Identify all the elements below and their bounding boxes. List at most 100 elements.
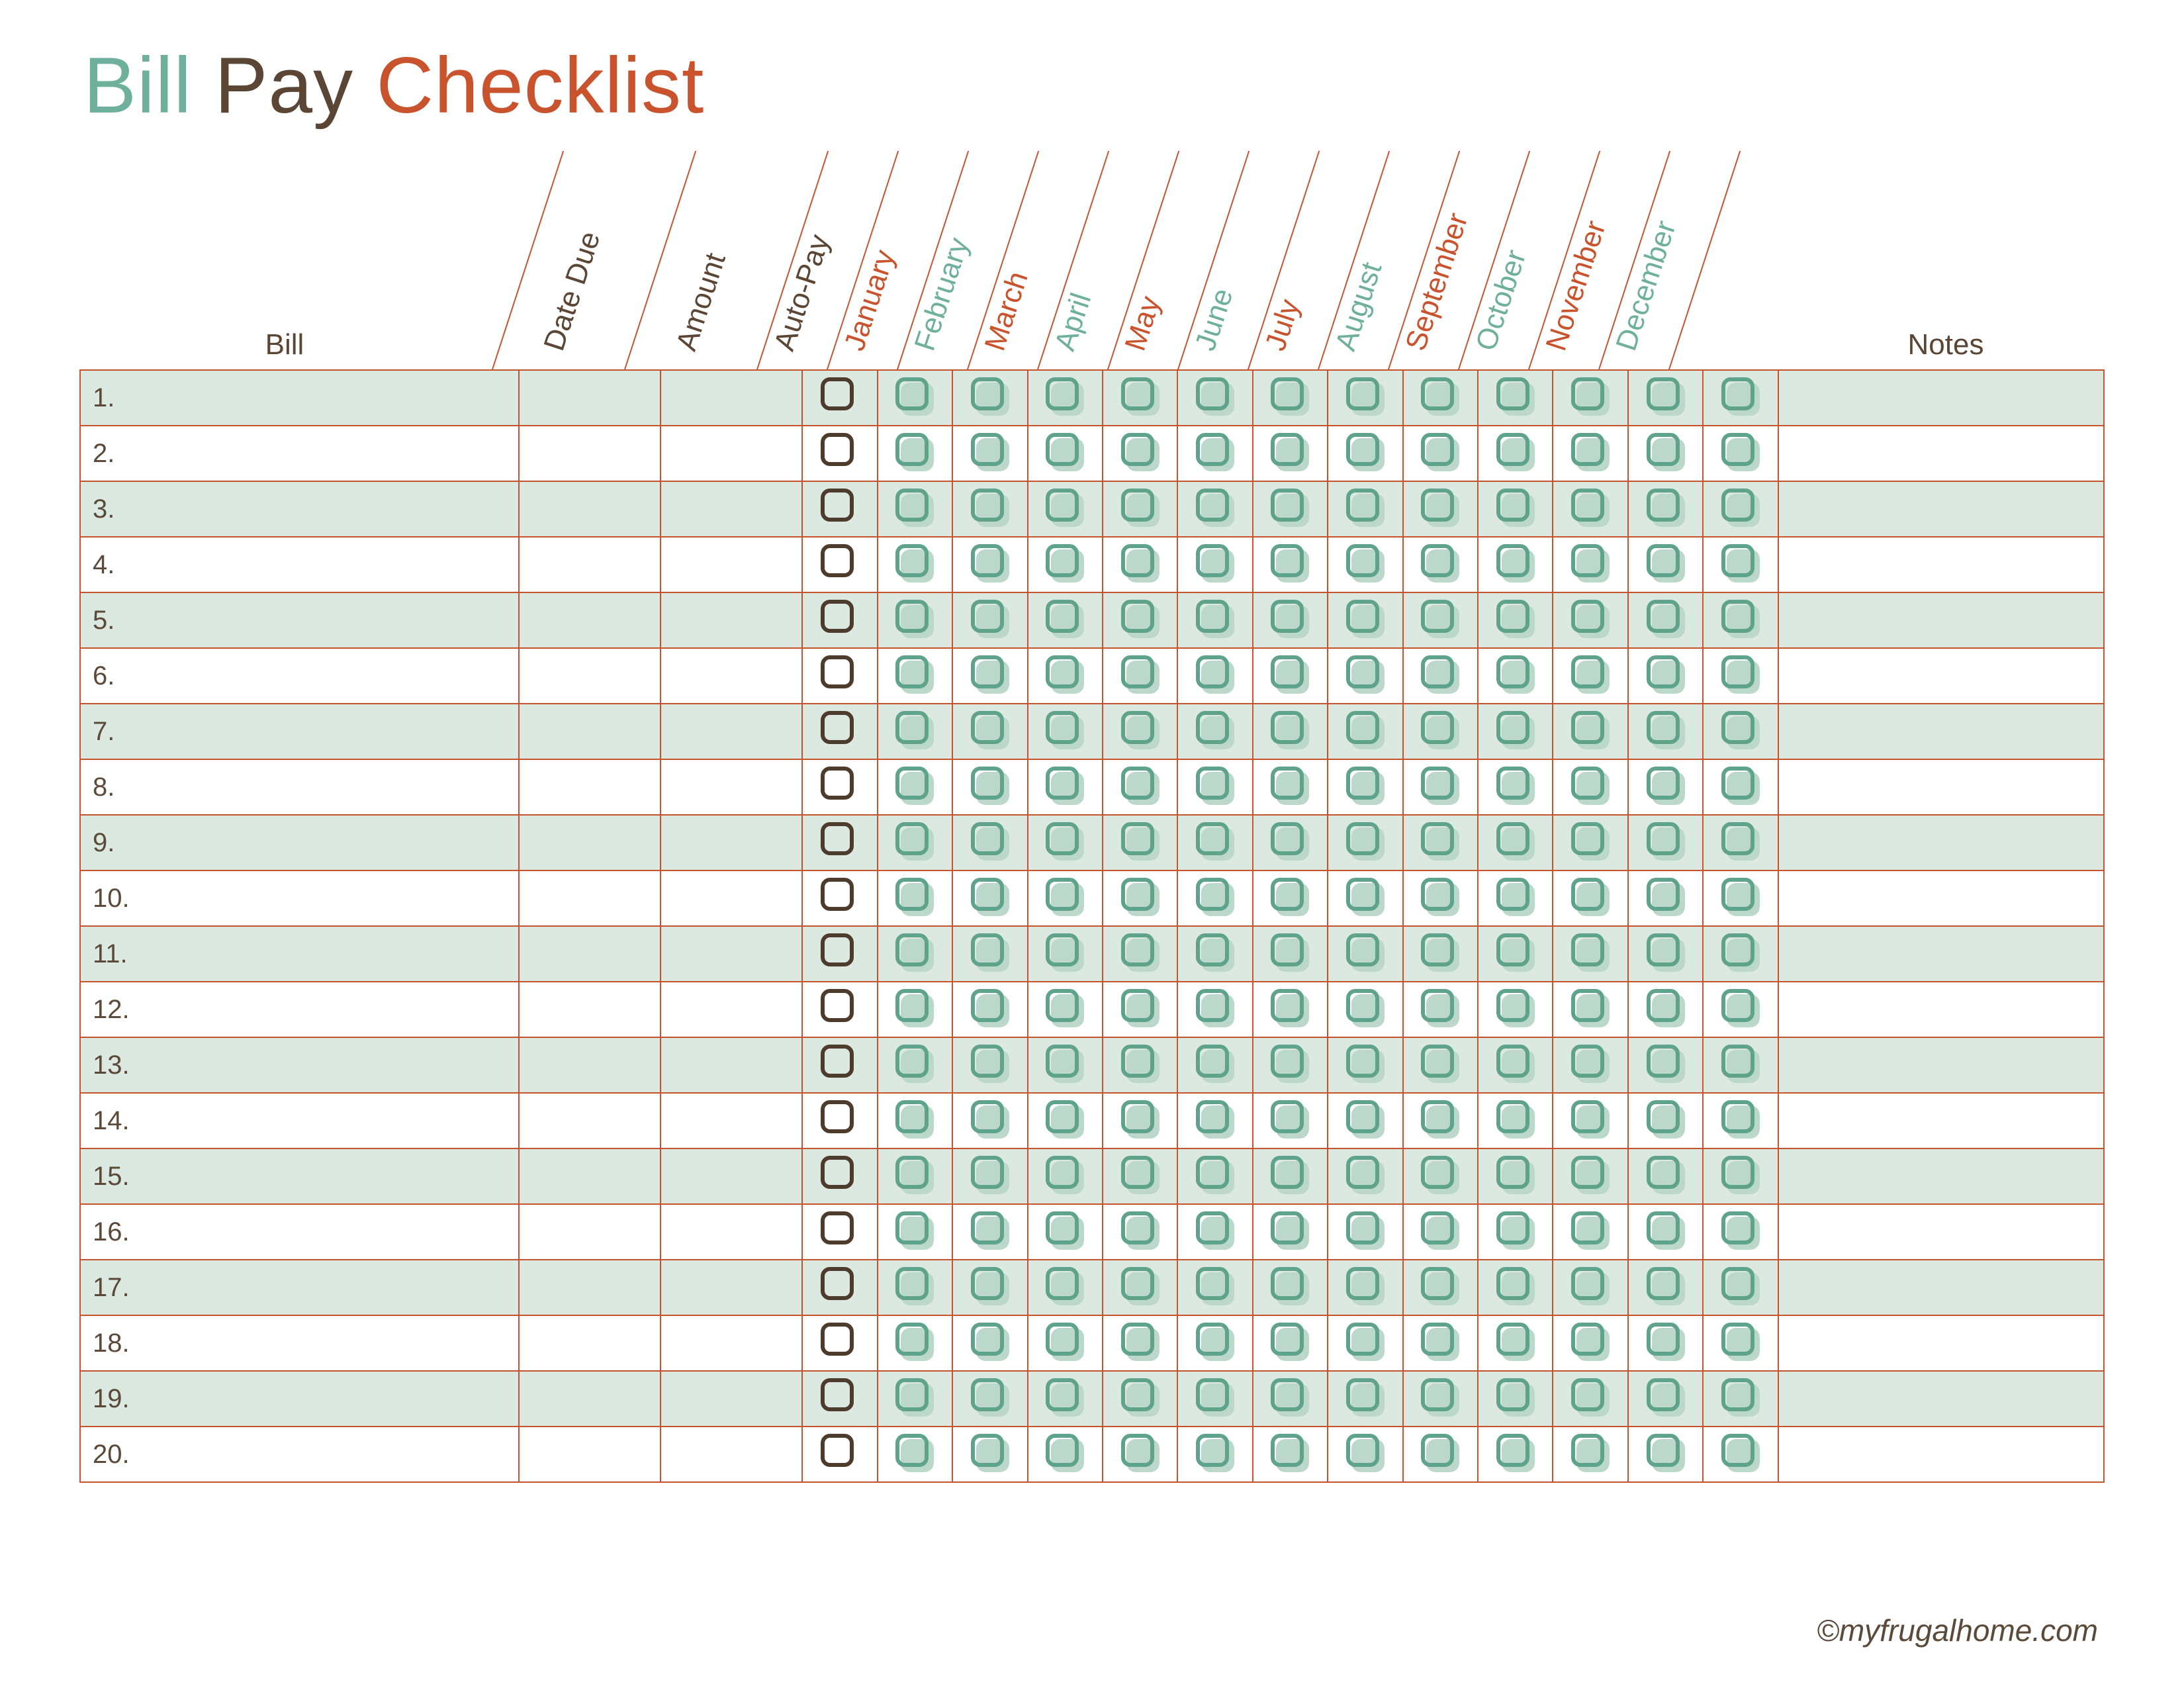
checkbox-icon[interactable] (1346, 600, 1385, 638)
month-checkbox-cell[interactable] (1403, 1204, 1478, 1260)
checkbox-icon[interactable] (895, 1267, 934, 1305)
checkbox-icon[interactable] (1346, 1434, 1385, 1472)
month-checkbox-cell[interactable] (1253, 704, 1328, 759)
month-checkbox-cell[interactable] (1703, 1315, 1778, 1371)
month-checkbox-cell[interactable] (878, 1315, 952, 1371)
checkbox-icon[interactable] (1046, 767, 1084, 805)
month-checkbox-cell[interactable] (1253, 537, 1328, 592)
month-checkbox-cell[interactable] (1553, 592, 1627, 648)
month-checkbox-cell[interactable] (1628, 1371, 1703, 1427)
month-checkbox-cell[interactable] (1028, 370, 1103, 426)
month-checkbox-cell[interactable] (952, 481, 1027, 537)
month-checkbox-cell[interactable] (1253, 1204, 1328, 1260)
checkbox-icon[interactable] (971, 1267, 1009, 1305)
month-checkbox-cell[interactable] (1628, 1093, 1703, 1149)
checkbox-icon[interactable] (971, 767, 1009, 805)
checkbox-icon[interactable] (1647, 822, 1685, 861)
amount-cell[interactable] (660, 1371, 802, 1427)
month-checkbox-cell[interactable] (1328, 370, 1402, 426)
checkbox-icon[interactable] (1647, 1434, 1685, 1472)
checkbox-icon[interactable] (971, 377, 1009, 416)
checkbox-icon[interactable] (1721, 544, 1760, 583)
checkbox-icon[interactable] (1571, 822, 1610, 861)
checkbox-icon[interactable] (1721, 489, 1760, 527)
checkbox-icon[interactable] (821, 544, 859, 583)
checkbox-icon[interactable] (1571, 544, 1610, 583)
month-checkbox-cell[interactable] (1253, 1315, 1328, 1371)
checkbox-icon[interactable] (1721, 711, 1760, 749)
notes-cell[interactable] (1778, 870, 2104, 926)
autopay-checkbox-cell[interactable] (802, 1037, 877, 1093)
month-checkbox-cell[interactable] (1177, 815, 1252, 870)
month-checkbox-cell[interactable] (1553, 870, 1627, 926)
month-checkbox-cell[interactable] (1478, 592, 1553, 648)
bill-cell[interactable]: 11. (80, 926, 519, 982)
notes-cell[interactable] (1778, 426, 2104, 481)
checkbox-icon[interactable] (895, 489, 934, 527)
checkbox-icon[interactable] (1046, 489, 1084, 527)
month-checkbox-cell[interactable] (1028, 1371, 1103, 1427)
month-checkbox-cell[interactable] (952, 1149, 1027, 1204)
checkbox-icon[interactable] (971, 822, 1009, 861)
checkbox-icon[interactable] (1571, 1156, 1610, 1194)
month-checkbox-cell[interactable] (1253, 926, 1328, 982)
checkbox-icon[interactable] (1721, 1323, 1760, 1361)
checkbox-icon[interactable] (1046, 1378, 1084, 1417)
checkbox-icon[interactable] (1271, 433, 1309, 471)
checkbox-icon[interactable] (1421, 433, 1459, 471)
checkbox-icon[interactable] (1121, 1156, 1160, 1194)
notes-cell[interactable] (1778, 1093, 2104, 1149)
autopay-checkbox-cell[interactable] (802, 982, 877, 1037)
date-due-cell[interactable] (519, 1315, 660, 1371)
checkbox-icon[interactable] (1121, 1211, 1160, 1250)
checkbox-icon[interactable] (895, 433, 934, 471)
checkbox-icon[interactable] (1271, 989, 1309, 1027)
checkbox-icon[interactable] (821, 1045, 859, 1083)
bill-cell[interactable]: 8. (80, 759, 519, 815)
month-checkbox-cell[interactable] (1478, 1427, 1553, 1482)
checkbox-icon[interactable] (895, 989, 934, 1027)
month-checkbox-cell[interactable] (1403, 1149, 1478, 1204)
amount-cell[interactable] (660, 1427, 802, 1482)
month-checkbox-cell[interactable] (1553, 1204, 1627, 1260)
month-checkbox-cell[interactable] (1628, 481, 1703, 537)
month-checkbox-cell[interactable] (1553, 481, 1627, 537)
month-checkbox-cell[interactable] (1478, 1260, 1553, 1315)
checkbox-icon[interactable] (1647, 1378, 1685, 1417)
checkbox-icon[interactable] (1721, 1434, 1760, 1472)
month-checkbox-cell[interactable] (1328, 870, 1402, 926)
month-checkbox-cell[interactable] (952, 759, 1027, 815)
month-checkbox-cell[interactable] (1553, 982, 1627, 1037)
checkbox-icon[interactable] (1721, 1156, 1760, 1194)
month-checkbox-cell[interactable] (878, 1260, 952, 1315)
checkbox-icon[interactable] (1647, 600, 1685, 638)
month-checkbox-cell[interactable] (1553, 815, 1627, 870)
checkbox-icon[interactable] (1647, 878, 1685, 916)
autopay-checkbox-cell[interactable] (802, 926, 877, 982)
bill-cell[interactable]: 9. (80, 815, 519, 870)
checkbox-icon[interactable] (1196, 989, 1234, 1027)
checkbox-icon[interactable] (821, 878, 859, 916)
amount-cell[interactable] (660, 1037, 802, 1093)
month-checkbox-cell[interactable] (1028, 982, 1103, 1037)
month-checkbox-cell[interactable] (1478, 759, 1553, 815)
month-checkbox-cell[interactable] (1103, 1037, 1177, 1093)
month-checkbox-cell[interactable] (1703, 1427, 1778, 1482)
month-checkbox-cell[interactable] (1177, 481, 1252, 537)
checkbox-icon[interactable] (1346, 933, 1385, 972)
checkbox-icon[interactable] (1721, 433, 1760, 471)
checkbox-icon[interactable] (1196, 489, 1234, 527)
checkbox-icon[interactable] (1346, 1045, 1385, 1083)
bill-cell[interactable]: 20. (80, 1427, 519, 1482)
checkbox-icon[interactable] (1196, 544, 1234, 583)
notes-cell[interactable] (1778, 537, 2104, 592)
checkbox-icon[interactable] (1121, 933, 1160, 972)
month-checkbox-cell[interactable] (952, 1093, 1027, 1149)
checkbox-icon[interactable] (1346, 1267, 1385, 1305)
month-checkbox-cell[interactable] (1253, 1037, 1328, 1093)
month-checkbox-cell[interactable] (1103, 1260, 1177, 1315)
checkbox-icon[interactable] (1496, 377, 1535, 416)
month-checkbox-cell[interactable] (1328, 537, 1402, 592)
month-checkbox-cell[interactable] (1103, 1371, 1177, 1427)
month-checkbox-cell[interactable] (1177, 537, 1252, 592)
